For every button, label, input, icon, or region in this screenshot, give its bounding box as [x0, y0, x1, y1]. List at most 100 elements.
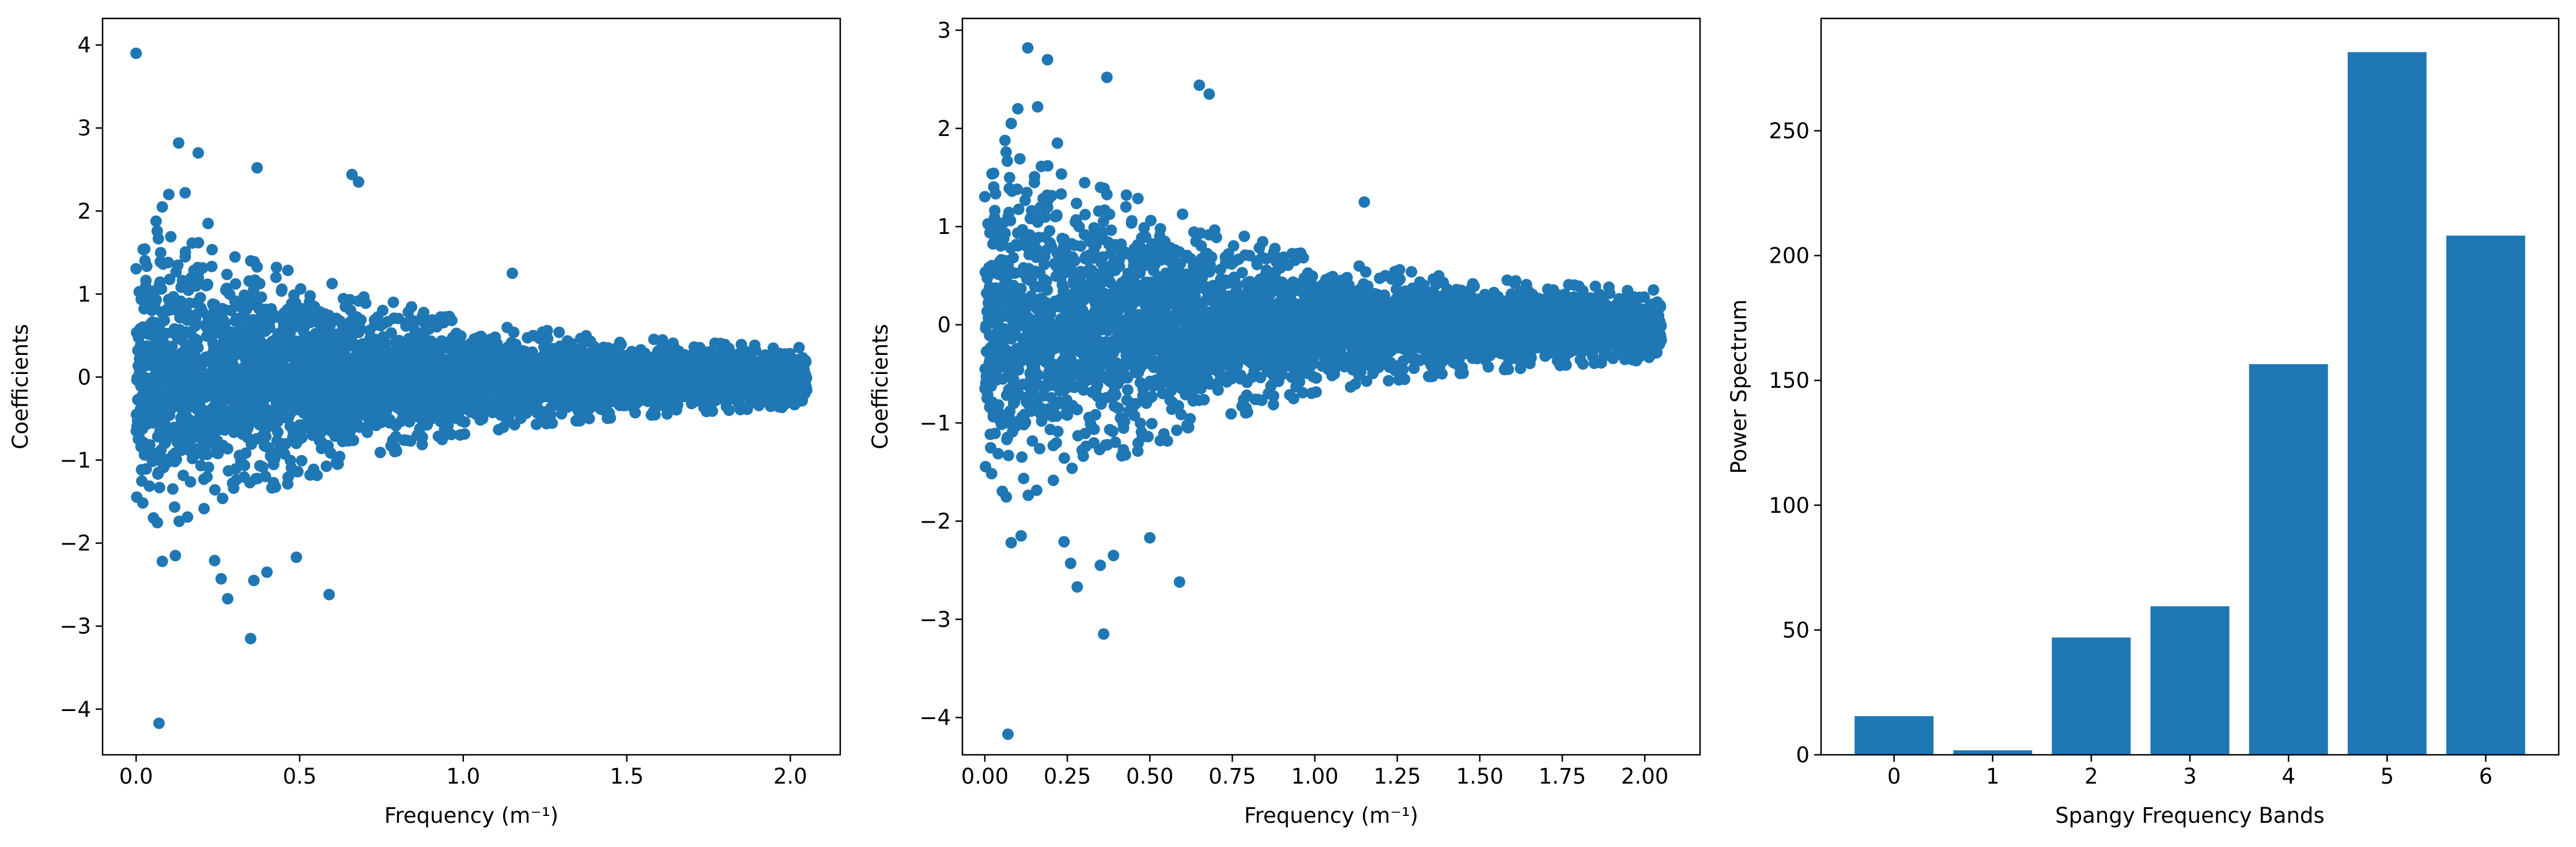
- scatter-point: [229, 278, 241, 290]
- scatter-point: [1007, 252, 1019, 264]
- scatter-point: [143, 480, 156, 492]
- scatter-point: [387, 296, 399, 308]
- scatter-point: [800, 356, 812, 368]
- scatter-point: [290, 551, 303, 564]
- y-tick-label: 2: [77, 199, 91, 224]
- scatter-point: [1055, 168, 1067, 180]
- scatter-point: [459, 416, 471, 428]
- scatter-point: [169, 501, 180, 513]
- x-tick-label: 0.5: [283, 764, 317, 789]
- scatter-point: [1032, 369, 1044, 381]
- scatter-point: [988, 167, 1000, 179]
- scatter-point: [292, 466, 304, 478]
- scatter-point: [222, 443, 233, 455]
- scatter-point: [192, 147, 204, 159]
- scatter-point: [163, 188, 175, 201]
- scatter-point: [276, 283, 288, 295]
- scatter-point: [1002, 449, 1014, 462]
- scatter-points: [130, 47, 813, 729]
- scatter-point: [255, 291, 267, 303]
- scatter-point: [348, 434, 360, 447]
- scatter-point: [202, 217, 214, 229]
- y-tick-label: 0: [77, 365, 91, 390]
- scatter-point: [1104, 208, 1116, 220]
- scatter-point: [139, 243, 151, 255]
- scatter-point: [202, 278, 214, 290]
- scatter-point: [209, 554, 221, 566]
- scatter-point: [167, 483, 179, 495]
- scatter-point: [152, 517, 164, 528]
- scatter-point: [222, 593, 234, 605]
- scatter-point: [985, 468, 998, 479]
- scatter-point: [150, 294, 163, 306]
- scatter-point: [1110, 389, 1121, 401]
- scatter-point: [198, 502, 210, 515]
- scatter-point: [156, 555, 168, 568]
- scatter-point: [1018, 472, 1030, 485]
- scatter-point: [254, 278, 266, 290]
- scatter-point: [320, 460, 333, 472]
- scatter-point: [1030, 484, 1043, 496]
- scatter-point: [206, 260, 218, 273]
- scatter-point: [140, 463, 152, 475]
- scatter-point: [416, 431, 428, 443]
- scatter-point: [455, 330, 467, 342]
- scatter-point: [1001, 155, 1013, 167]
- scatter-point: [999, 228, 1011, 239]
- x-tick-label: 1.5: [610, 764, 644, 789]
- scatter-point: [1079, 209, 1091, 221]
- scatter-point: [989, 188, 1002, 200]
- scatter-point: [270, 481, 281, 493]
- scatter-point: [1071, 198, 1082, 209]
- scatter-point: [192, 237, 205, 249]
- scatter-point: [270, 262, 282, 274]
- x-tick-label: 2.0: [773, 764, 807, 789]
- scatter-point: [1014, 153, 1026, 165]
- scatter-point: [158, 315, 171, 327]
- scatter-point: [377, 304, 389, 316]
- scatter-point: [800, 384, 813, 396]
- scatter-point: [182, 511, 194, 523]
- scatter-point: [270, 271, 282, 283]
- scatter-point: [215, 573, 227, 585]
- scatter-point: [244, 633, 256, 645]
- scatter-point: [793, 342, 805, 354]
- scatter-point: [979, 191, 991, 203]
- scatter-point: [221, 269, 233, 281]
- scatter-point: [229, 251, 241, 263]
- scatter-point: [1039, 211, 1051, 223]
- scatter-point: [251, 261, 263, 273]
- scatter-point: [260, 430, 272, 443]
- scatter-point: [1047, 474, 1059, 486]
- x-tick-label: 0.0: [119, 764, 153, 789]
- scatter-point: [304, 290, 316, 302]
- scatter-point: [1016, 451, 1028, 463]
- scatter-point: [989, 205, 1001, 217]
- scatter-point: [999, 134, 1011, 146]
- scatter-point: [311, 470, 323, 481]
- scatter-point: [153, 482, 165, 494]
- scatter-point: [355, 314, 367, 326]
- scatter-point: [217, 493, 229, 504]
- scatter-point: [326, 278, 338, 290]
- scatter-point: [130, 47, 142, 59]
- scatter-point: [1066, 462, 1078, 474]
- scatter-point: [282, 264, 294, 277]
- scatter-point: [546, 417, 558, 429]
- y-tick-label: −2: [59, 531, 91, 556]
- scatter-point: [323, 588, 335, 600]
- y-tick-label: 1: [77, 282, 91, 307]
- scatter-point: [1101, 188, 1113, 201]
- scatter-point: [1071, 403, 1083, 415]
- scatter-point: [1029, 171, 1041, 183]
- scatter-point: [1058, 452, 1070, 464]
- scatter-point: [296, 455, 308, 467]
- scatter-point: [1041, 284, 1053, 296]
- scatter-point: [508, 326, 520, 338]
- scatter-point: [446, 315, 458, 327]
- scatter-point: [1077, 450, 1089, 462]
- scatter-point: [542, 332, 554, 345]
- x-axis-label: Frequency (m⁻¹): [384, 803, 558, 828]
- scatter-point: [1042, 160, 1054, 172]
